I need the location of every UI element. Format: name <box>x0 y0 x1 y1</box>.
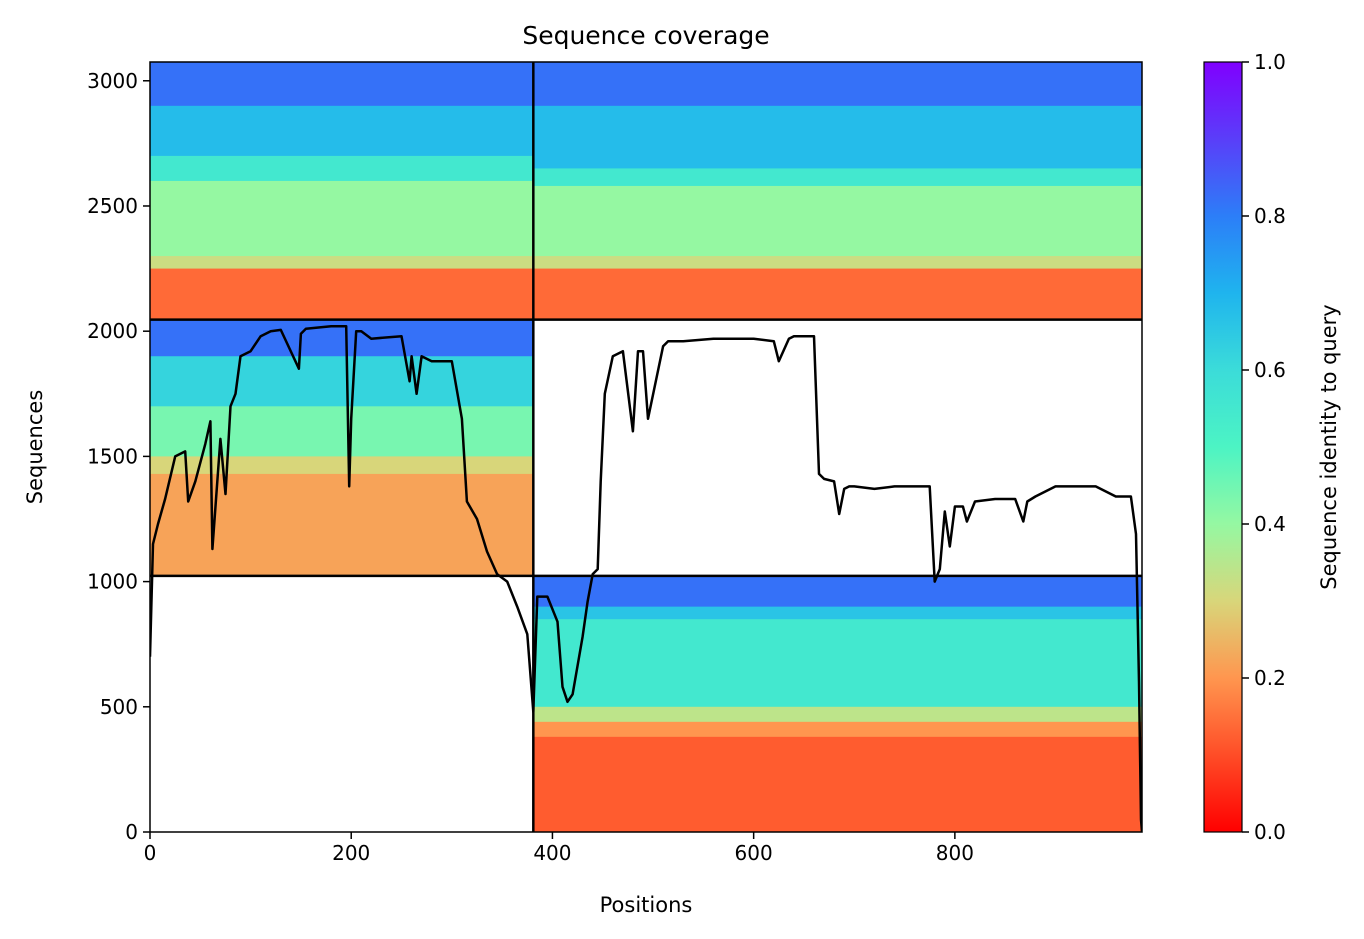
coverage-heatmap <box>150 62 1142 832</box>
identity-band <box>533 606 1142 620</box>
y-tick-label: 2500 <box>87 194 138 218</box>
identity-band <box>150 256 534 270</box>
identity-band <box>150 456 534 475</box>
identity-band <box>533 168 1142 187</box>
colorbar-ticks: 0.0 0.2 0.4 0.6 0.8 1.0 <box>1242 50 1286 844</box>
chart-title: Sequence coverage <box>522 21 769 50</box>
y-tick-label: 1000 <box>87 570 138 594</box>
identity-band <box>150 155 534 182</box>
plot-frame <box>149 61 1143 833</box>
x-axis: 0 200 400 600 800 <box>144 832 974 865</box>
identity-band <box>533 256 1142 270</box>
colorbar: 0.0 0.2 0.4 0.6 0.8 1.0 Sequence identity to … <box>1203 50 1341 844</box>
identity-band <box>533 268 1142 321</box>
x-tick-label: 0 <box>144 841 157 865</box>
identity-band <box>533 62 1142 107</box>
identity-band <box>533 736 1142 832</box>
colorbar-tick-label: 0.0 <box>1254 820 1286 844</box>
x-tick-label: 400 <box>533 841 571 865</box>
y-axis: 0 500 1000 1500 2000 2500 3000 <box>87 69 150 844</box>
identity-band <box>533 575 1142 608</box>
colorbar-tick-label: 0.2 <box>1254 666 1286 690</box>
colorbar-gradient <box>1203 61 1243 833</box>
identity-band <box>150 406 534 457</box>
identity-band <box>150 105 534 157</box>
y-tick-label: 3000 <box>87 69 138 93</box>
identity-band <box>150 180 534 257</box>
colorbar-tick-label: 1.0 <box>1254 50 1286 74</box>
x-axis-label: Positions <box>600 893 693 917</box>
colorbar-tick-label: 0.8 <box>1254 204 1286 228</box>
identity-band <box>533 185 1142 257</box>
x-tick-label: 600 <box>735 841 773 865</box>
identity-band <box>533 706 1142 723</box>
y-tick-label: 2000 <box>87 319 138 343</box>
x-tick-label: 200 <box>332 841 370 865</box>
colorbar-label: Sequence identity to query <box>1317 304 1341 589</box>
identity-band <box>533 619 1142 708</box>
coverage-line <box>150 324 1142 832</box>
x-tick-label: 800 <box>936 841 974 865</box>
y-tick-label: 0 <box>125 820 138 844</box>
coverage-line-layer <box>150 324 1142 832</box>
y-tick-label: 500 <box>100 695 138 719</box>
colorbar-tick-label: 0.4 <box>1254 512 1286 536</box>
y-axis-label: Sequences <box>23 390 47 505</box>
identity-band <box>533 105 1142 169</box>
identity-band <box>150 62 534 107</box>
identity-band <box>533 721 1142 738</box>
y-tick-label: 1500 <box>87 444 138 468</box>
colorbar-tick-label: 0.6 <box>1254 358 1286 382</box>
identity-band <box>150 356 534 407</box>
identity-band <box>150 473 534 577</box>
identity-band <box>150 268 534 321</box>
